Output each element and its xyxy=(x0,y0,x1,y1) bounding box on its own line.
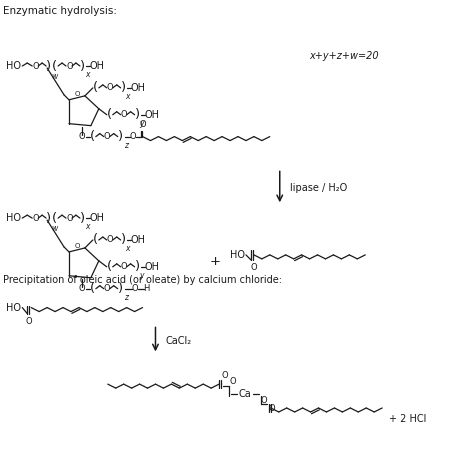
Text: O: O xyxy=(79,284,85,293)
Text: x: x xyxy=(126,92,130,101)
Text: + 2 HCl: + 2 HCl xyxy=(389,414,427,424)
Text: O: O xyxy=(107,236,113,245)
Text: x: x xyxy=(85,222,90,231)
Text: O: O xyxy=(269,404,275,413)
Text: (: ( xyxy=(90,130,95,143)
Text: O: O xyxy=(107,83,113,92)
Text: CaCl₂: CaCl₂ xyxy=(165,337,191,346)
Text: (: ( xyxy=(52,211,57,225)
Text: ): ) xyxy=(80,60,85,73)
Text: O: O xyxy=(121,110,128,119)
Text: OH: OH xyxy=(90,61,105,71)
Text: y: y xyxy=(139,271,144,280)
Text: O: O xyxy=(229,377,236,386)
Text: O: O xyxy=(129,132,136,141)
Text: O: O xyxy=(104,132,110,141)
Text: H: H xyxy=(144,284,150,293)
Text: x: x xyxy=(85,70,90,79)
Text: OH: OH xyxy=(90,213,105,223)
Text: O: O xyxy=(32,62,39,71)
Text: OH: OH xyxy=(145,262,160,272)
Text: O: O xyxy=(132,284,138,293)
Text: w: w xyxy=(51,72,57,81)
Text: lipase / H₂O: lipase / H₂O xyxy=(290,183,347,193)
Text: O: O xyxy=(139,119,146,128)
Text: ): ) xyxy=(46,60,51,73)
Text: ): ) xyxy=(135,260,140,273)
Text: O: O xyxy=(221,371,228,380)
Text: (: ( xyxy=(107,260,112,273)
Text: w: w xyxy=(51,224,57,233)
Text: O: O xyxy=(66,62,73,71)
Text: (: ( xyxy=(93,234,98,246)
Text: O: O xyxy=(251,263,257,272)
Text: x: x xyxy=(126,244,130,253)
Text: ): ) xyxy=(118,282,123,295)
Text: z: z xyxy=(124,141,128,150)
Text: O: O xyxy=(121,262,128,271)
Text: HO: HO xyxy=(6,302,21,312)
Text: z: z xyxy=(124,292,128,301)
Text: (: ( xyxy=(90,282,95,295)
Text: O: O xyxy=(79,132,85,141)
Text: OH: OH xyxy=(131,83,146,93)
Text: OH: OH xyxy=(131,235,146,245)
Text: O: O xyxy=(104,284,110,293)
Text: HO: HO xyxy=(6,213,21,223)
Text: ): ) xyxy=(121,234,126,246)
Text: x+y+z+w=20: x+y+z+w=20 xyxy=(310,51,379,61)
Text: ): ) xyxy=(121,82,126,94)
Text: O: O xyxy=(74,91,80,97)
Text: Precipitation of oleic acid (or oleate) by calcium chloride:: Precipitation of oleic acid (or oleate) … xyxy=(3,275,283,285)
Text: O: O xyxy=(32,214,39,223)
Text: HO: HO xyxy=(230,250,245,260)
Text: Enzymatic hydrolysis:: Enzymatic hydrolysis: xyxy=(3,6,118,16)
Text: (: ( xyxy=(52,60,57,73)
Text: +: + xyxy=(210,255,220,268)
Text: ): ) xyxy=(135,108,140,121)
Text: O: O xyxy=(66,214,73,223)
Text: y: y xyxy=(139,118,144,128)
Text: ): ) xyxy=(46,211,51,225)
Text: ): ) xyxy=(80,211,85,225)
Text: (: ( xyxy=(93,82,98,94)
Text: OH: OH xyxy=(145,109,160,120)
Text: O: O xyxy=(74,243,80,249)
Text: (: ( xyxy=(107,108,112,121)
Text: Ca: Ca xyxy=(238,389,251,399)
Text: O: O xyxy=(25,317,32,326)
Text: ): ) xyxy=(118,130,123,143)
Text: HO: HO xyxy=(6,61,21,71)
Text: O: O xyxy=(261,396,267,405)
